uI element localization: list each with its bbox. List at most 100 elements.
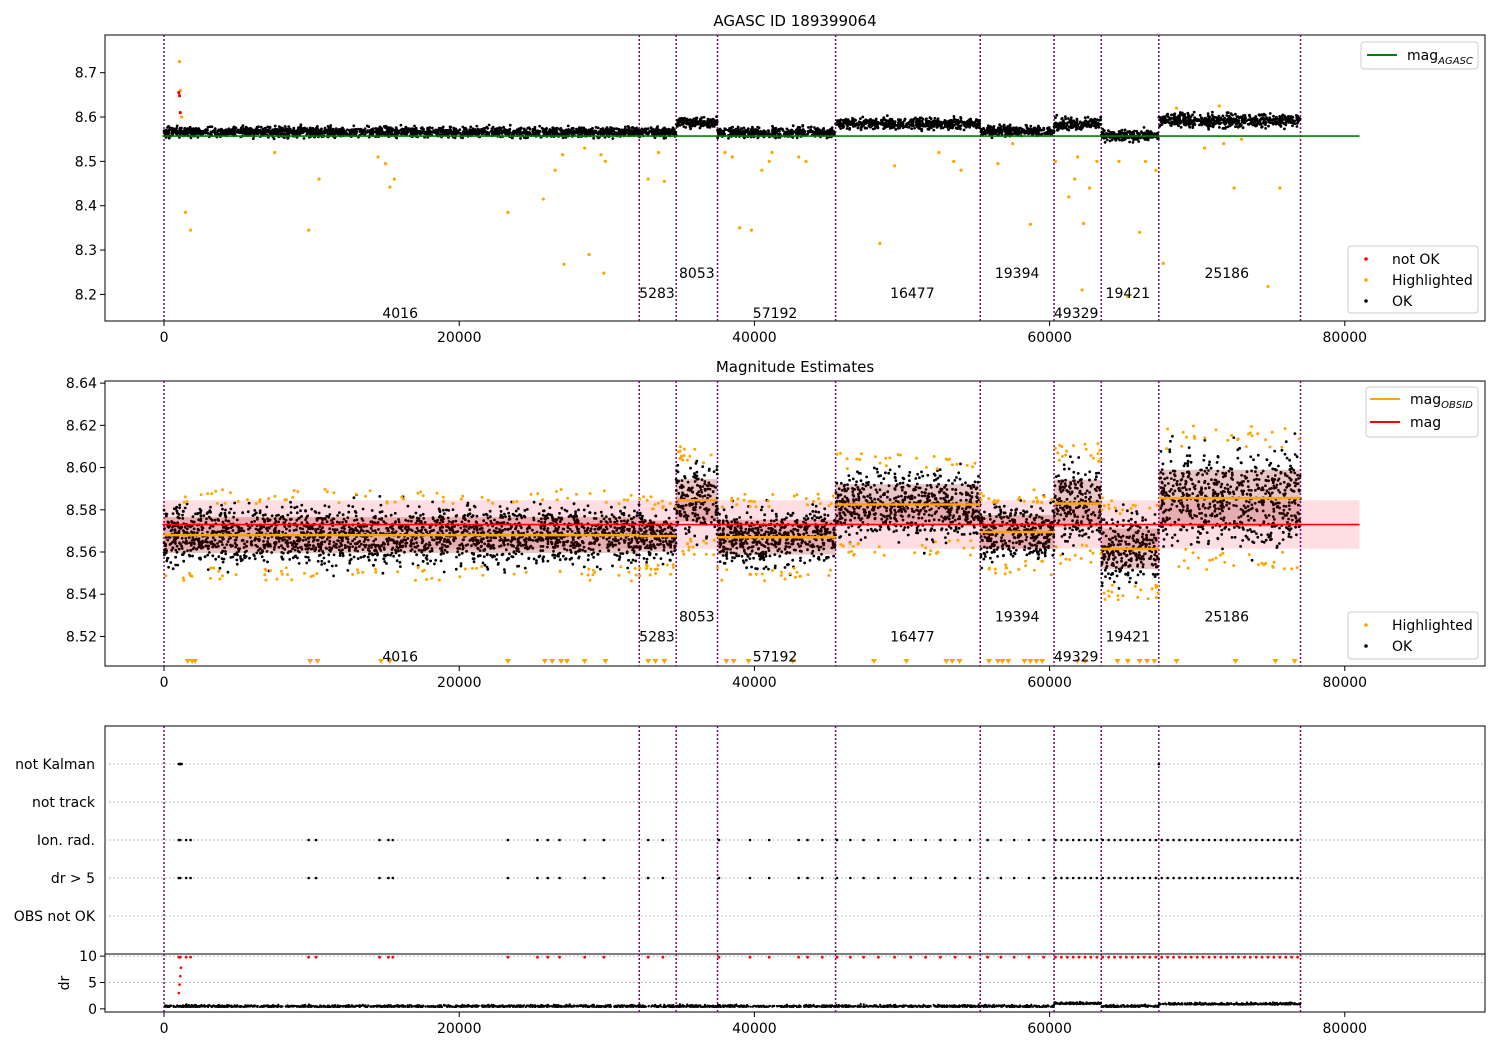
ok-point xyxy=(736,125,740,129)
ok-point xyxy=(685,120,689,123)
ok-point xyxy=(292,130,296,133)
ok-point xyxy=(1224,126,1228,129)
ok-point xyxy=(371,129,375,133)
ok-point xyxy=(1211,110,1214,114)
ok-point xyxy=(730,129,734,132)
ok-point xyxy=(1209,119,1213,123)
ok-point xyxy=(581,132,584,135)
highlighted-point xyxy=(1143,159,1148,163)
ok-point xyxy=(1179,125,1183,129)
ok-point xyxy=(1209,124,1213,128)
ok-point xyxy=(848,126,852,130)
ok-point xyxy=(782,132,786,136)
ok-point xyxy=(1289,115,1293,118)
ok-point xyxy=(425,554,429,558)
ok-point xyxy=(284,129,288,132)
ok-point xyxy=(1254,116,1257,120)
ok-point xyxy=(525,130,529,134)
ok-point xyxy=(1295,122,1299,125)
ok-point xyxy=(677,121,680,124)
ok-point xyxy=(887,122,891,126)
ok-point xyxy=(527,131,531,134)
highlighted-point xyxy=(383,161,388,166)
highlighted-point xyxy=(952,159,956,163)
ok-point xyxy=(597,130,601,134)
ok-point xyxy=(640,132,644,136)
ok-point xyxy=(502,125,505,129)
ok-point xyxy=(649,126,653,129)
ok-point xyxy=(182,559,186,563)
ok-point xyxy=(592,136,595,140)
ok-point xyxy=(625,131,628,135)
ok-point xyxy=(174,555,178,559)
ok-point xyxy=(263,126,267,130)
ok-point xyxy=(680,116,684,120)
ok-point xyxy=(1283,127,1286,131)
ok-point xyxy=(1241,126,1245,130)
ok-point xyxy=(522,127,526,131)
ok-point xyxy=(1252,121,1256,125)
ok-point xyxy=(735,132,738,136)
ok-point xyxy=(272,132,276,136)
ok-point xyxy=(1092,124,1096,128)
highlighted-point xyxy=(1076,155,1080,159)
ok-point xyxy=(273,124,277,128)
ok-point xyxy=(361,507,365,511)
ok-point xyxy=(910,124,914,127)
ok-point xyxy=(690,123,694,126)
obsid-label: 8053 xyxy=(679,266,715,282)
ok-point xyxy=(1204,120,1208,123)
ok-point xyxy=(915,123,918,126)
ok-point xyxy=(220,127,223,131)
ok-point xyxy=(800,129,803,133)
ok-point xyxy=(268,126,272,130)
ok-point xyxy=(858,122,861,126)
ok-point xyxy=(1132,132,1136,136)
ok-point xyxy=(807,126,810,129)
ok-point xyxy=(665,131,668,135)
ok-point xyxy=(162,131,166,134)
highlighted-point xyxy=(1067,195,1071,199)
ok-point xyxy=(897,124,901,128)
ok-point xyxy=(635,514,639,518)
ok-point xyxy=(1191,122,1194,126)
ok-point xyxy=(911,119,915,123)
ok-point xyxy=(188,131,192,135)
highlighted-point xyxy=(1232,186,1236,190)
ok-point xyxy=(1095,118,1099,121)
ok-point xyxy=(167,565,171,569)
ok-point xyxy=(901,126,905,129)
ok-point xyxy=(292,126,296,130)
ok-point xyxy=(404,126,408,130)
ok-point xyxy=(288,127,292,131)
ok-point xyxy=(930,122,934,125)
ok-point xyxy=(283,125,287,128)
highlighted-point xyxy=(1117,159,1121,163)
ok-point xyxy=(1075,123,1079,127)
highlighted-point xyxy=(183,210,188,214)
ok-point xyxy=(1027,127,1030,131)
ok-point xyxy=(629,561,633,564)
panel1-title: AGASC ID 189399064 xyxy=(713,12,876,30)
ok-point xyxy=(320,559,324,563)
ok-point xyxy=(191,554,194,558)
ok-point xyxy=(466,130,469,134)
ok-point xyxy=(1258,114,1262,117)
ok-point xyxy=(1225,114,1229,117)
ok-point xyxy=(305,561,309,565)
ok-point xyxy=(1067,125,1071,129)
ok-point xyxy=(740,132,743,135)
highlighted-point xyxy=(562,262,566,266)
ok-point xyxy=(1208,122,1212,125)
ok-point xyxy=(1016,129,1020,133)
ok-point xyxy=(1177,124,1180,128)
ok-point xyxy=(698,126,702,130)
ok-point xyxy=(968,118,972,121)
ok-point xyxy=(218,566,222,570)
ok-point xyxy=(1295,118,1299,122)
ok-point xyxy=(511,512,515,516)
ok-point xyxy=(500,132,504,135)
ok-point xyxy=(414,128,417,132)
ok-point xyxy=(868,118,872,122)
ok-point xyxy=(624,125,627,129)
